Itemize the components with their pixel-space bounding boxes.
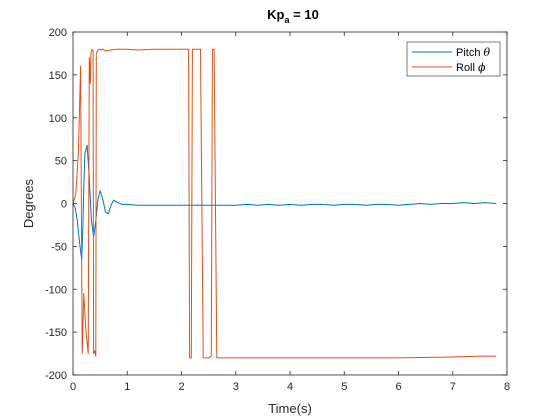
legend: Pitch θ Roll ϕ bbox=[406, 41, 501, 77]
y-tick-label: 200 bbox=[49, 27, 67, 39]
x-tick-label: 0 bbox=[70, 381, 76, 393]
y-tick-label: 100 bbox=[49, 113, 67, 125]
chart-title: Kpa = 10 bbox=[267, 7, 319, 25]
x-axis-label: Time(s) bbox=[268, 401, 312, 416]
x-axis-ticks: 0 1 2 3 4 5 6 7 8 bbox=[70, 32, 510, 393]
chart-title-rest: = 10 bbox=[290, 7, 319, 22]
x-tick-label: 5 bbox=[341, 381, 347, 393]
x-tick-label: 6 bbox=[395, 381, 401, 393]
x-tick-label: 7 bbox=[450, 381, 456, 393]
legend-label-pitch: Pitch bbox=[456, 47, 480, 59]
chart-title-subscript: a bbox=[285, 15, 291, 25]
x-tick-label: 2 bbox=[178, 381, 184, 393]
plot-area bbox=[73, 32, 507, 375]
legend-entry-pitch: Pitch θ bbox=[456, 46, 491, 59]
legend-entry-roll: Roll ϕ bbox=[456, 61, 486, 74]
series-line-pitch bbox=[72, 144, 497, 261]
series-layer bbox=[72, 48, 497, 359]
y-tick-label: -100 bbox=[45, 284, 67, 296]
series-line-roll bbox=[72, 48, 497, 359]
legend-label-roll: Roll bbox=[456, 62, 475, 74]
chart-title-main: Kp bbox=[267, 7, 284, 22]
legend-symbol-roll: ϕ bbox=[478, 61, 486, 74]
y-tick-label: -50 bbox=[51, 241, 67, 253]
x-tick-label: 1 bbox=[124, 381, 130, 393]
y-tick-label: 150 bbox=[49, 70, 67, 82]
legend-symbol-pitch: θ bbox=[484, 46, 491, 59]
x-tick-label: 3 bbox=[233, 381, 239, 393]
legend-box bbox=[406, 41, 501, 77]
y-axis-ticks: -200 -150 -100 -50 0 50 100 150 200 bbox=[45, 27, 507, 382]
y-tick-label: -150 bbox=[45, 327, 67, 339]
y-tick-label: -200 bbox=[45, 370, 67, 382]
x-tick-label: 4 bbox=[287, 381, 293, 393]
y-tick-label: 50 bbox=[55, 156, 67, 168]
y-axis-label: Degrees bbox=[21, 178, 36, 228]
x-tick-label: 8 bbox=[504, 381, 510, 393]
y-tick-label: 0 bbox=[61, 199, 67, 211]
